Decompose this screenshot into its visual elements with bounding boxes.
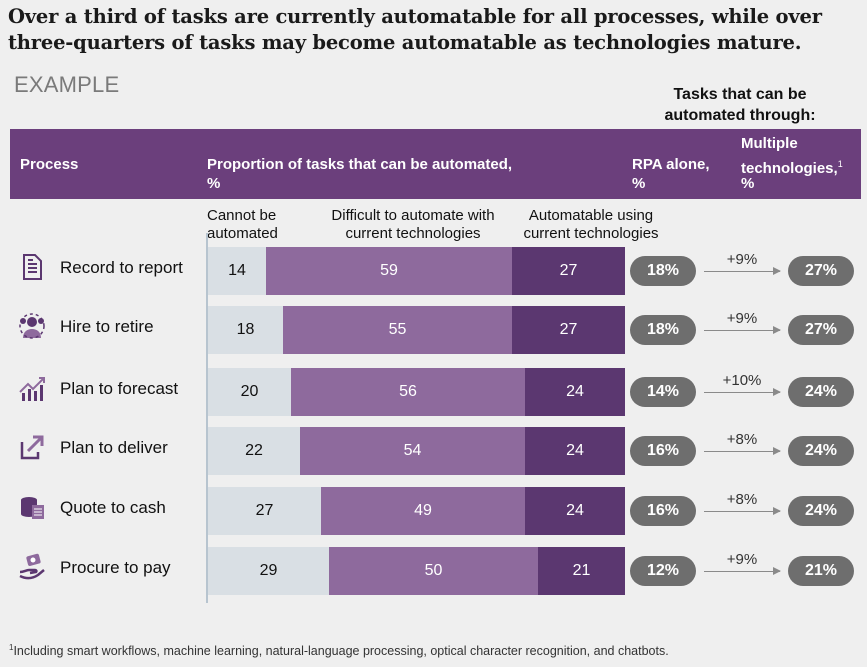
segment-label-cannot: Cannot be automated xyxy=(207,207,278,243)
bar-segment-cannot: 22 xyxy=(208,427,300,475)
rpa-alone-value: 18% xyxy=(630,256,696,286)
segment-label-difficult: Difficult to automate with current techn… xyxy=(316,207,510,243)
header-proportion-line1: Proportion of tasks that can be automate… xyxy=(207,156,513,173)
bar-segment-automatable: 27 xyxy=(512,306,625,354)
chart-title: Over a third of tasks are currently auto… xyxy=(8,5,822,54)
bar-segment-automatable: 24 xyxy=(525,427,625,475)
increase-label: +9% xyxy=(726,310,758,327)
process-label: Plan to deliver xyxy=(60,438,168,457)
increase-arrow xyxy=(704,267,781,275)
bar-segment-difficult: 55 xyxy=(283,306,512,354)
bar-segment-cannot: 18 xyxy=(208,306,283,354)
rpa-alone-value: 16% xyxy=(630,496,696,526)
bar-segment-cannot: 27 xyxy=(208,487,321,535)
increase-label: +9% xyxy=(726,551,758,568)
hand-money-icon xyxy=(17,552,47,582)
increase-label: +8% xyxy=(726,491,758,508)
bar-segment-cannot: 20 xyxy=(208,368,291,416)
bar-axis-line xyxy=(206,233,208,603)
header-multi-line1: Multiple xyxy=(741,135,798,152)
bar-segment-difficult: 54 xyxy=(300,427,525,475)
segment-label-difficult-l2: current technologies xyxy=(345,225,481,242)
bar-segment-difficult: 49 xyxy=(321,487,525,535)
document-icon xyxy=(17,252,47,282)
bar-segment-cannot: 29 xyxy=(208,547,329,595)
multiple-technologies-value: 27% xyxy=(788,256,854,286)
segment-label-cannot-l1: Cannot be xyxy=(207,207,277,224)
rpa-alone-value: 16% xyxy=(630,436,696,466)
header-multi-sup: 1 xyxy=(837,159,843,169)
rpa-alone-value: 12% xyxy=(630,556,696,586)
process-label: Plan to forecast xyxy=(60,379,179,398)
header-multi-line2-text: technologies, xyxy=(741,160,838,177)
process-label: Hire to retire xyxy=(60,317,154,336)
process-label: Quote to cash xyxy=(60,498,166,517)
header-proportion-line2: % xyxy=(207,175,221,192)
multiple-technologies-value: 24% xyxy=(788,496,854,526)
header-rpa-line2: % xyxy=(632,175,646,192)
increase-label: +9% xyxy=(726,251,758,268)
people-icon xyxy=(17,311,47,341)
increase-arrow xyxy=(704,388,781,396)
segment-label-cannot-l2: automated xyxy=(207,225,278,242)
multiple-technologies-value: 24% xyxy=(788,436,854,466)
tasks-header-line2: automated through: xyxy=(664,107,816,124)
header-multi-line2: technologies,1 xyxy=(741,155,843,178)
header-process: Process xyxy=(20,156,79,173)
bar-segment-automatable: 21 xyxy=(538,547,625,595)
header-multi-line3: % xyxy=(741,175,755,192)
segment-label-automatable: Automatable using current technologies xyxy=(514,207,668,243)
footnote: 1Including smart workflows, machine lear… xyxy=(9,643,669,658)
increase-arrow xyxy=(704,507,781,515)
header-rpa-line1: RPA alone, xyxy=(632,156,710,173)
rpa-alone-value: 18% xyxy=(630,315,696,345)
multiple-technologies-value: 21% xyxy=(788,556,854,586)
increase-label: +8% xyxy=(726,431,758,448)
increase-label: +10% xyxy=(722,372,762,389)
process-label: Record to report xyxy=(60,258,183,277)
tasks-header-line1: Tasks that can be xyxy=(673,86,807,103)
segment-label-automatable-l1: Automatable using xyxy=(528,207,654,224)
segment-label-automatable-l2: current technologies xyxy=(523,225,659,242)
bar-segment-difficult: 56 xyxy=(291,368,525,416)
bar-segment-cannot: 14 xyxy=(208,247,266,295)
table-header-bar: Process Proportion of tasks that can be … xyxy=(10,129,861,199)
multiple-technologies-value: 24% xyxy=(788,377,854,407)
coins-icon xyxy=(17,492,47,522)
bar-segment-difficult: 50 xyxy=(329,547,538,595)
share-arrow-icon xyxy=(17,432,47,462)
bar-segment-difficult: 59 xyxy=(266,247,512,295)
increase-arrow xyxy=(704,567,781,575)
process-label: Procure to pay xyxy=(60,558,171,577)
rpa-alone-value: 14% xyxy=(630,377,696,407)
multiple-technologies-value: 27% xyxy=(788,315,854,345)
increase-arrow xyxy=(704,326,781,334)
footnote-marker: 1 xyxy=(9,643,14,652)
bar-segment-automatable: 24 xyxy=(525,487,625,535)
example-label: EXAMPLE xyxy=(14,72,120,97)
growth-chart-icon xyxy=(17,373,47,403)
bar-segment-automatable: 24 xyxy=(525,368,625,416)
tasks-automated-header: Tasks that can be automated through: xyxy=(640,84,840,126)
footnote-text: Including smart workflows, machine learn… xyxy=(13,644,669,659)
bar-segment-automatable: 27 xyxy=(512,247,625,295)
segment-label-difficult-l1: Difficult to automate with xyxy=(331,207,495,224)
increase-arrow xyxy=(704,447,781,455)
